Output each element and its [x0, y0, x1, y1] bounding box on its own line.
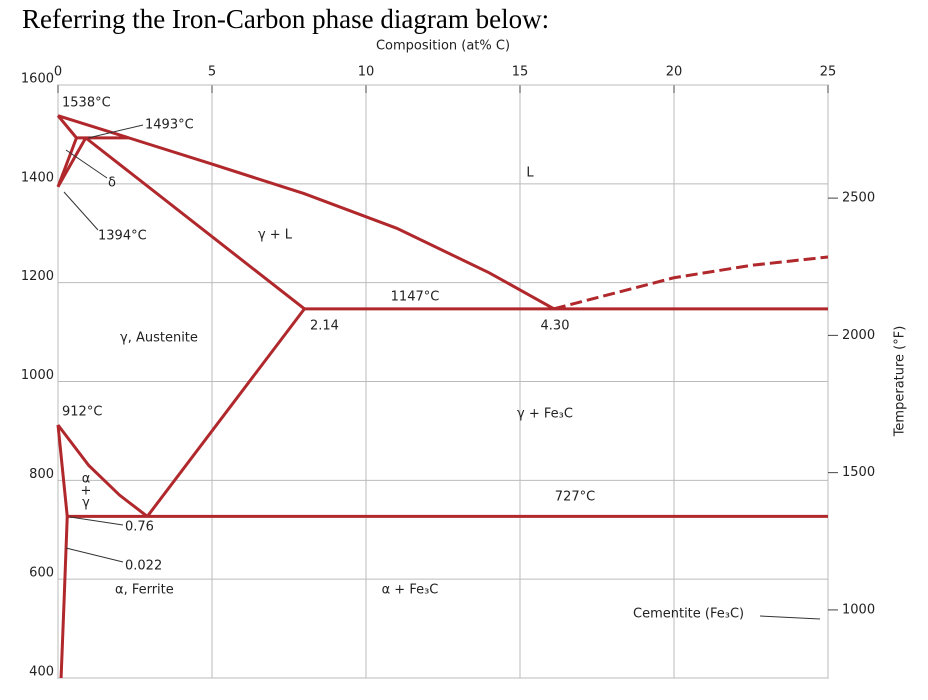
phase-boundary — [56, 424, 149, 518]
y2-tick-label: 2000 — [842, 328, 875, 343]
y-tick-label: 600 — [29, 566, 54, 581]
leader-line — [65, 149, 108, 179]
annotation: α + Fe₃C — [382, 583, 439, 598]
phase-boundary — [84, 136, 306, 311]
annotation: γ — [82, 496, 90, 511]
annotation: 0.022 — [125, 559, 162, 574]
annotation: 1493°C — [145, 118, 194, 133]
phase-boundary — [146, 307, 306, 518]
annotation: 2.14 — [310, 319, 339, 334]
leader-line — [87, 124, 144, 139]
leader-line — [69, 516, 124, 526]
chart-title: Referring the Iron-Carbon phase diagram … — [22, 4, 549, 34]
leader-line — [65, 547, 124, 563]
x-tick-label: 10 — [358, 65, 375, 80]
phase-boundary — [57, 114, 555, 311]
x-tick-label: 25 — [820, 65, 837, 80]
phase-boundary — [59, 516, 69, 679]
annotation: α, Ferrite — [115, 583, 174, 598]
phase-boundary — [56, 114, 78, 139]
x-tick-label: 15 — [512, 65, 529, 80]
annotation: 727°C — [555, 490, 595, 505]
phase-boundary — [56, 424, 69, 517]
y2-tick-label: 2500 — [842, 191, 875, 206]
y-tick-label: 800 — [29, 467, 54, 482]
annotation: 1147°C — [391, 290, 440, 305]
phase-boundary — [56, 137, 88, 188]
annotation: 0.76 — [125, 520, 154, 535]
annotation: 1394°C — [98, 229, 147, 244]
annotation: α — [82, 472, 91, 487]
annotation: 912°C — [62, 405, 102, 420]
y-tick-label: 1600 — [21, 72, 54, 87]
y-tick-label: 1400 — [21, 170, 54, 185]
x-axis-label: Composition (at% C) — [376, 39, 510, 54]
annotation: + — [81, 484, 92, 499]
leader-line — [759, 615, 821, 620]
leader-line — [63, 191, 99, 231]
annotation: 4.30 — [541, 319, 570, 334]
annotation: γ, Austenite — [120, 331, 198, 346]
y-tick-label: 400 — [29, 665, 54, 680]
y-tick-label: 1200 — [21, 269, 54, 284]
annotation: γ + L — [258, 228, 293, 243]
y2-tick-label: 1000 — [842, 602, 875, 617]
annotation: 1538°C — [62, 96, 111, 111]
phase-boundary — [553, 255, 829, 311]
x-tick-label: 5 — [208, 65, 216, 80]
annotation: γ + Fe₃C — [517, 407, 573, 422]
x-tick-label: 20 — [666, 65, 683, 80]
y2-tick-label: 1500 — [842, 465, 875, 480]
annotation: Cementite (Fe₃C) — [633, 607, 744, 622]
y-tick-label: 1000 — [21, 368, 54, 383]
annotation: L — [526, 166, 534, 181]
annotation: δ — [108, 176, 116, 191]
x-tick-label: 0 — [54, 65, 62, 80]
y2-axis-label: Temperature (°F) — [893, 326, 908, 438]
